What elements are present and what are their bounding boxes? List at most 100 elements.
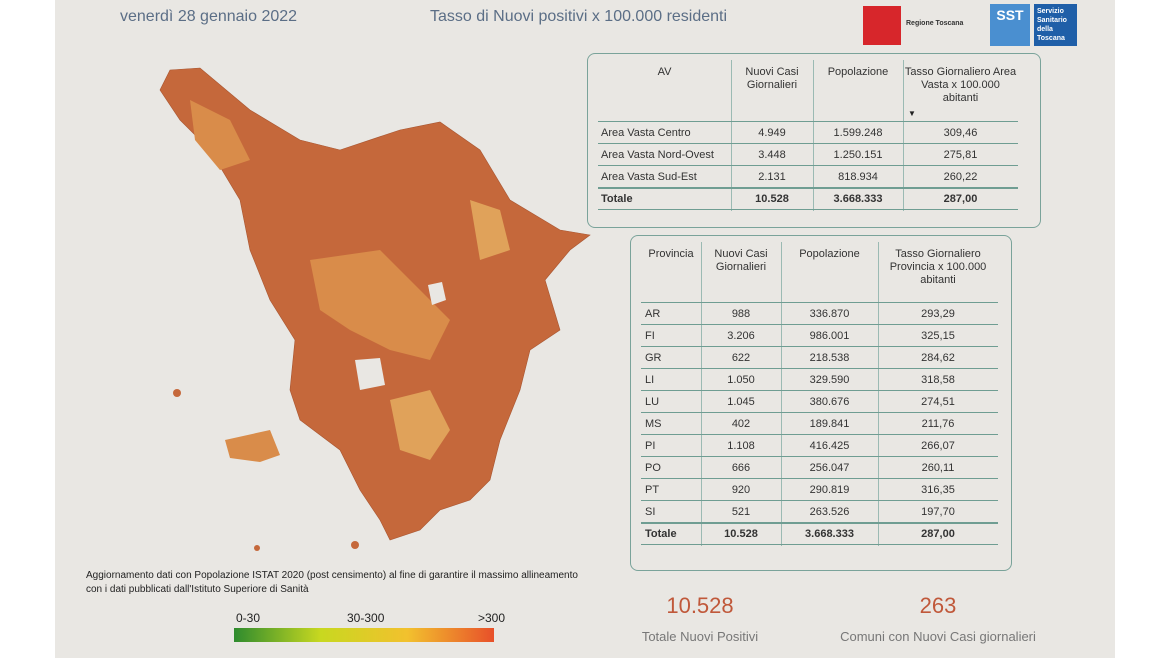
row-divider <box>641 456 998 457</box>
table-cell: SI <box>645 506 656 518</box>
legend-label: >300 <box>478 611 506 625</box>
column-header: Nuovi Casi Giornalieri <box>714 248 768 273</box>
map-area <box>310 250 450 360</box>
total-cell: 287,00 <box>921 528 955 540</box>
table-cell: 325,15 <box>921 330 955 342</box>
column-header: Tasso Giornaliero Provincia x 100.000 ab… <box>889 248 987 286</box>
sst-logo: SST <box>990 4 1030 46</box>
row-divider <box>598 143 1018 144</box>
row-divider <box>641 500 998 501</box>
row-divider <box>641 434 998 435</box>
table-cell: LI <box>645 374 655 386</box>
legend-gradient <box>234 628 494 642</box>
column-divider <box>903 60 904 211</box>
table-cell: 3.206 <box>727 330 755 342</box>
table-cell: 316,35 <box>921 484 955 496</box>
table-cell: 263.526 <box>809 506 850 518</box>
table-cell: 197,70 <box>921 506 955 518</box>
table-cell: 402 <box>731 418 751 430</box>
sst-logo-text: Servizio Sanitario della Toscana <box>1034 4 1077 46</box>
table-cell: 986.001 <box>809 330 850 342</box>
kpi-value: 263 <box>919 593 957 618</box>
region-logo-text: Regione Toscana <box>906 20 964 27</box>
row-divider <box>641 368 998 369</box>
total-cell: Totale <box>645 528 677 540</box>
row-divider <box>641 346 998 347</box>
table-cell: PO <box>645 462 661 474</box>
table-cell: 1.599.248 <box>833 127 883 139</box>
column-header: Popolazione <box>827 66 889 78</box>
table-cell: FI <box>645 330 655 342</box>
row-divider <box>598 121 1018 122</box>
row-divider <box>641 324 998 325</box>
table-cell: 260,22 <box>943 171 978 183</box>
table-cell: 284,62 <box>921 352 955 364</box>
table-cell: 329.590 <box>809 374 850 386</box>
total-cell: 10.528 <box>755 193 789 205</box>
table-cell: 4.949 <box>758 127 786 139</box>
kpi-label: Totale Nuovi Positivi <box>641 629 759 644</box>
column-divider <box>878 242 879 546</box>
total-cell: 287,00 <box>943 193 978 205</box>
table-cell: 416.425 <box>809 440 850 452</box>
table-cell: 1.250.151 <box>833 149 883 161</box>
map-island <box>351 541 359 549</box>
legend-label: 0-30 <box>236 611 261 625</box>
row-divider <box>598 165 1018 166</box>
table-cell: 309,46 <box>943 127 978 139</box>
table-cell: Area Vasta Centro <box>601 127 691 139</box>
row-divider <box>598 209 1018 210</box>
total-cell: Totale <box>601 193 633 205</box>
column-divider <box>731 60 732 211</box>
map-area <box>390 390 450 460</box>
row-divider <box>641 478 998 479</box>
column-divider <box>701 242 702 546</box>
map-island <box>254 545 260 551</box>
column-divider <box>781 242 782 546</box>
map-area <box>470 200 510 260</box>
row-divider <box>641 390 998 391</box>
column-header: Nuovi Casi Giornalieri <box>745 66 799 91</box>
map-area <box>355 358 385 390</box>
table-cell: 211,76 <box>921 418 955 430</box>
table-cell: 218.538 <box>809 352 850 364</box>
table-cell: 318,58 <box>921 374 955 386</box>
table-cell: 336.870 <box>809 308 850 320</box>
column-header: AV <box>657 66 672 78</box>
table-cell: 2.131 <box>758 171 786 183</box>
table-cell: 260,11 <box>921 462 955 474</box>
map-island <box>225 430 280 462</box>
table-cell: MS <box>645 418 662 430</box>
table-cell: 666 <box>731 462 751 474</box>
table-cell: 521 <box>731 506 751 518</box>
table-cell: Area Vasta Sud-Est <box>601 171 697 183</box>
table-cell: PI <box>645 440 656 452</box>
table-cell: 380.676 <box>809 396 850 408</box>
row-divider <box>641 544 998 545</box>
row-divider <box>641 522 998 524</box>
table-cell: LU <box>645 396 660 408</box>
kpi-value: 10.528 <box>666 593 734 618</box>
map-area <box>428 282 446 305</box>
column-divider <box>813 60 814 211</box>
map-area <box>190 100 250 170</box>
total-cell: 3.668.333 <box>833 193 883 205</box>
table-cell: 266,07 <box>921 440 955 452</box>
table-cell: 1.108 <box>727 440 755 452</box>
title: Tasso di Nuovi positivi x 100.000 reside… <box>430 8 728 25</box>
table-cell: 988 <box>731 308 751 320</box>
table-cell: 920 <box>731 484 751 496</box>
table-cell: 1.050 <box>727 374 755 386</box>
table-cell: 622 <box>731 352 751 364</box>
column-header: Tasso Giornaliero Area Vasta x 100.000 a… <box>904 66 1017 104</box>
row-divider <box>641 412 998 413</box>
table-cell: 274,51 <box>921 396 955 408</box>
table-cell: 256.047 <box>809 462 850 474</box>
table-cell: GR <box>645 352 662 364</box>
note-line: con i dati pubblicati dall'Istituto Supe… <box>86 584 309 595</box>
table-cell: 1.045 <box>727 396 755 408</box>
table-cell: 275,81 <box>943 149 978 161</box>
map <box>159 67 591 551</box>
row-divider <box>598 187 1018 189</box>
date: venerdì 28 gennaio 2022 <box>120 8 298 25</box>
